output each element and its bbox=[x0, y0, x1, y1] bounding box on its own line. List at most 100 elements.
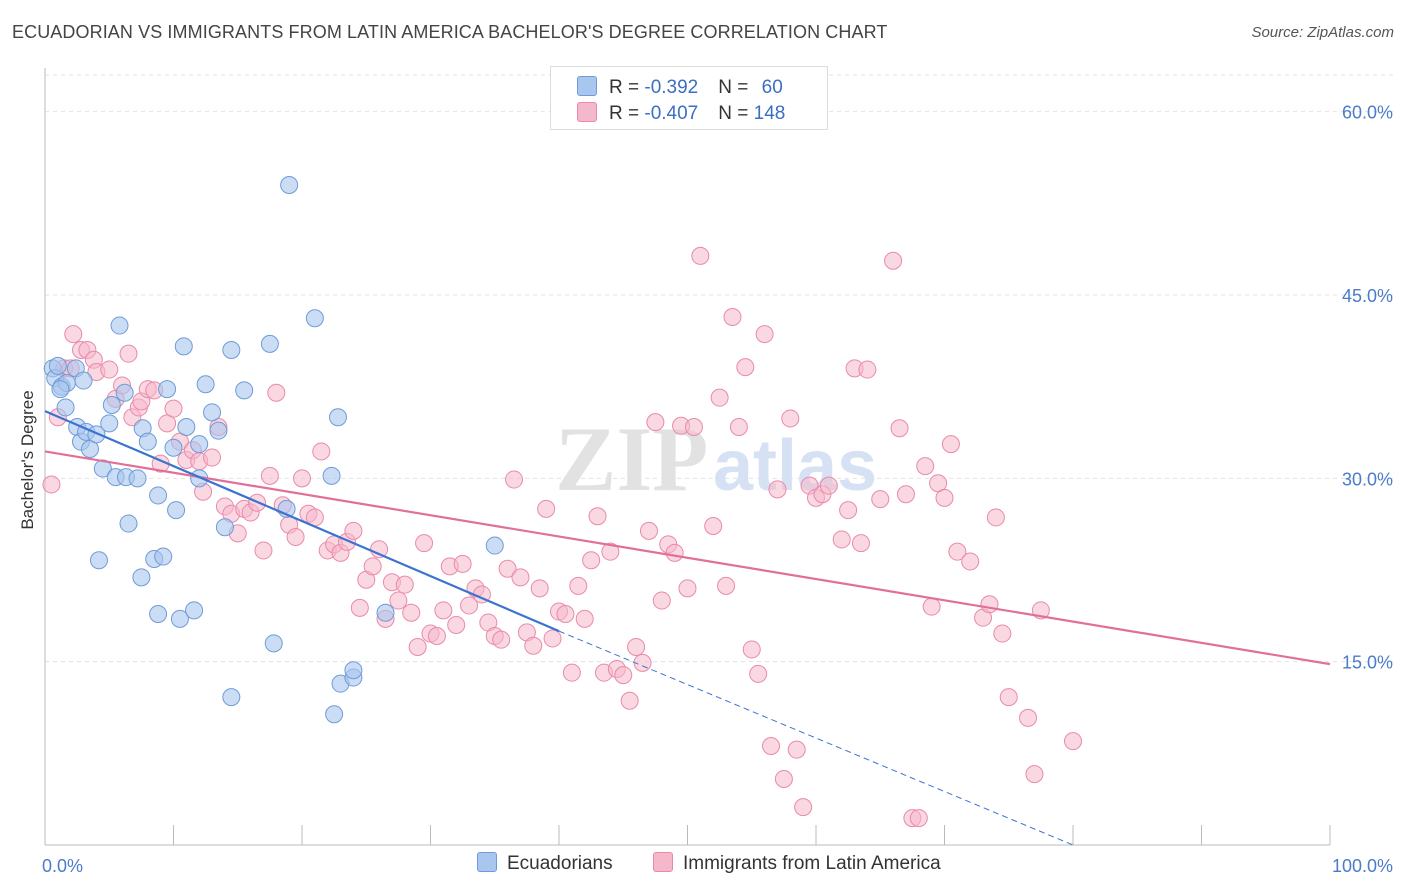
data-point-ecuadorians bbox=[264, 634, 283, 653]
data-point-immigrants bbox=[948, 542, 967, 561]
data-point-ecuadorians bbox=[149, 486, 168, 505]
legend-r-value: -0.392 bbox=[644, 77, 699, 98]
data-point-immigrants bbox=[678, 579, 697, 598]
legend-n-value: 148 bbox=[753, 103, 786, 124]
data-point-ecuadorians bbox=[48, 356, 67, 375]
data-point-ecuadorians bbox=[102, 396, 121, 414]
data-point-ecuadorians bbox=[167, 501, 186, 520]
chart-title: ECUADORIAN VS IMMIGRANTS FROM LATIN AMER… bbox=[12, 22, 888, 42]
data-point-immigrants bbox=[896, 485, 915, 504]
data-point-immigrants bbox=[1064, 732, 1082, 751]
legend-swatch-pink bbox=[653, 852, 673, 872]
data-point-immigrants bbox=[492, 630, 511, 649]
data-point-immigrants bbox=[588, 507, 607, 526]
data-point-ecuadorians bbox=[235, 381, 254, 400]
data-point-immigrants bbox=[119, 344, 138, 363]
data-point-immigrants bbox=[986, 508, 1005, 527]
data-point-ecuadorians bbox=[174, 337, 193, 356]
data-point-immigrants bbox=[100, 360, 119, 379]
data-point-immigrants bbox=[395, 575, 414, 594]
data-point-ecuadorians bbox=[119, 514, 138, 533]
data-point-immigrants bbox=[871, 490, 890, 509]
data-point-immigrants bbox=[601, 542, 620, 561]
data-point-immigrants bbox=[620, 691, 639, 710]
data-point-ecuadorians bbox=[203, 403, 222, 422]
data-point-ecuadorians bbox=[185, 601, 204, 620]
legend-r-label: R = bbox=[609, 77, 645, 98]
tick-labels: 15.0% 30.0% 45.0% 60.0% 0.0% 100.0% bbox=[42, 103, 1393, 876]
data-point-immigrants bbox=[665, 543, 684, 562]
data-point-immigrants bbox=[434, 601, 453, 620]
data-point-immigrants bbox=[787, 740, 806, 759]
data-point-ecuadorians bbox=[215, 518, 234, 537]
data-point-immigrants bbox=[723, 308, 742, 326]
data-point-ecuadorians bbox=[376, 603, 395, 622]
data-point-immigrants bbox=[717, 576, 736, 595]
data-point-ecuadorians bbox=[89, 551, 108, 570]
data-point-ecuadorians bbox=[158, 380, 177, 399]
data-point-immigrants bbox=[64, 325, 83, 344]
data-point-immigrants bbox=[884, 251, 903, 270]
trend-line-ecuadorians bbox=[44, 410, 560, 633]
data-point-ecuadorians bbox=[190, 435, 209, 454]
data-point-immigrants bbox=[691, 246, 710, 265]
data-point-immigrants bbox=[749, 664, 768, 683]
data-point-ecuadorians bbox=[325, 705, 344, 724]
data-point-immigrants bbox=[453, 554, 472, 573]
axes bbox=[44, 68, 1331, 846]
data-point-immigrants bbox=[498, 559, 517, 578]
y-tick-label: 30.0% bbox=[1342, 469, 1393, 489]
data-point-immigrants bbox=[684, 418, 703, 436]
data-point-immigrants bbox=[344, 521, 363, 540]
legend-row-ecuadorians: R = -0.392 N = 60 bbox=[577, 76, 783, 100]
data-point-ecuadorians bbox=[260, 334, 279, 353]
data-point-immigrants bbox=[774, 770, 793, 788]
data-point-immigrants bbox=[415, 534, 434, 553]
data-point-immigrants bbox=[890, 419, 909, 438]
data-point-immigrants bbox=[832, 530, 851, 549]
data-point-ecuadorians bbox=[132, 568, 151, 587]
y-tick-label: 60.0% bbox=[1342, 103, 1393, 123]
legend-r-value: -0.407 bbox=[644, 103, 699, 124]
data-point-immigrants bbox=[389, 591, 408, 610]
data-point-ecuadorians bbox=[138, 432, 157, 451]
data-point-ecuadorians bbox=[322, 466, 341, 485]
data-point-immigrants bbox=[350, 598, 369, 617]
data-point-immigrants bbox=[511, 568, 530, 587]
data-point-immigrants bbox=[582, 551, 601, 570]
data-point-immigrants bbox=[293, 469, 311, 488]
correlation-legend: R = -0.392 N = 60 R = -0.407 N = 148 bbox=[550, 66, 828, 130]
data-point-immigrants bbox=[935, 488, 954, 507]
data-point-immigrants bbox=[851, 534, 870, 553]
data-point-immigrants bbox=[819, 476, 838, 495]
data-point-immigrants bbox=[768, 480, 787, 499]
data-point-ecuadorians bbox=[56, 398, 75, 417]
data-point-immigrants bbox=[729, 418, 748, 436]
data-point-immigrants bbox=[980, 595, 999, 614]
data-point-ecuadorians bbox=[87, 425, 106, 444]
data-point-immigrants bbox=[312, 442, 331, 461]
data-point-immigrants bbox=[408, 638, 427, 656]
data-point-immigrants bbox=[1019, 708, 1038, 727]
data-point-ecuadorians bbox=[110, 316, 129, 335]
data-point-immigrants bbox=[286, 528, 305, 546]
legend-n-value: 60 bbox=[761, 77, 783, 98]
data-point-immigrants bbox=[543, 629, 562, 648]
data-point-immigrants bbox=[993, 624, 1012, 643]
data-point-immigrants bbox=[710, 388, 729, 407]
y-axis-label: Bachelor's Degree bbox=[18, 390, 37, 529]
data-point-immigrants bbox=[639, 521, 658, 540]
data-point-immigrants bbox=[762, 737, 781, 755]
y-tick-label: 45.0% bbox=[1342, 286, 1393, 306]
data-point-immigrants bbox=[254, 541, 273, 560]
legend-label: Immigrants from Latin America bbox=[683, 853, 941, 874]
data-point-immigrants bbox=[402, 603, 421, 622]
series-ecuadorians-points bbox=[43, 176, 504, 724]
legend-swatch-blue bbox=[577, 76, 597, 96]
data-point-ecuadorians bbox=[222, 341, 241, 359]
data-point-immigrants bbox=[627, 638, 646, 656]
data-point-immigrants bbox=[164, 399, 183, 418]
data-point-immigrants bbox=[916, 457, 935, 476]
data-point-ecuadorians bbox=[51, 380, 70, 399]
